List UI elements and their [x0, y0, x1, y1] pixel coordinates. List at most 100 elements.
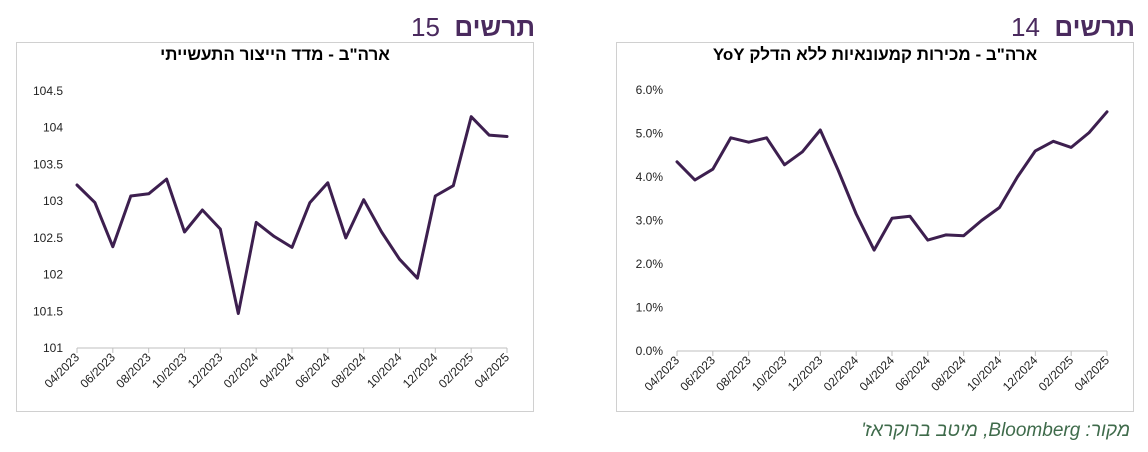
y-tick-label: 103	[43, 194, 63, 208]
data-point	[487, 133, 491, 137]
x-tick-label: 04/2025	[472, 350, 513, 391]
data-point	[93, 201, 97, 204]
data-point	[290, 246, 294, 249]
series-line	[675, 110, 1109, 252]
y-tick-label: 103.5	[33, 157, 63, 171]
data-point	[75, 183, 79, 187]
source-note: מקור: Bloomberg, מיטב ברוקראז'	[861, 420, 1130, 441]
y-tick-label: 1.0%	[636, 301, 664, 315]
y-tick-label: 3.0%	[636, 214, 664, 228]
data-point	[1069, 146, 1073, 149]
series-line	[75, 115, 509, 315]
data-point	[469, 115, 473, 118]
x-tick-label: 06/2023	[677, 353, 718, 394]
y-tick-label: 0.0%	[636, 344, 664, 358]
x-tick-label: 02/2025	[1036, 353, 1077, 394]
x-tick-label: 10/2023	[749, 353, 790, 394]
data-point	[1052, 140, 1055, 143]
data-point	[111, 245, 115, 248]
x-tick-label: 10/2024	[964, 353, 1005, 394]
x-tick-label: 04/2024	[857, 353, 898, 394]
x-tick-label: 10/2023	[149, 350, 190, 391]
data-point	[505, 135, 509, 138]
figure-15-number: 15	[410, 12, 440, 42]
line-chart-retail-sales: 0.0%1.0%2.0%3.0%4.0%5.0%6.0%04/202306/20…	[636, 83, 1113, 394]
data-point	[801, 150, 804, 153]
data-point	[308, 201, 312, 204]
data-point	[837, 169, 840, 172]
data-point	[201, 208, 204, 212]
data-point	[219, 227, 222, 231]
data-point	[944, 233, 947, 237]
x-tick-label: 12/2024	[400, 350, 441, 391]
data-point	[326, 181, 330, 184]
data-point	[344, 236, 347, 240]
data-point	[854, 212, 858, 216]
y-tick-label: 102.5	[33, 231, 63, 245]
data-point	[1016, 175, 1019, 179]
data-point	[129, 194, 132, 198]
data-point	[272, 235, 276, 238]
data-point	[693, 178, 697, 182]
data-point	[1034, 149, 1037, 153]
figure-15-heading: תרשים 15	[405, 12, 535, 42]
x-tick-label: 04/2023	[642, 353, 683, 394]
y-tick-label: 101.5	[33, 304, 63, 318]
data-point	[362, 198, 365, 201]
figure-15-word: תרשים	[454, 12, 535, 42]
data-point	[237, 312, 240, 315]
data-point	[980, 219, 983, 222]
figure-14-number: 14	[1010, 12, 1040, 42]
data-point	[783, 163, 786, 167]
y-tick-label: 104.5	[33, 84, 63, 98]
data-point	[398, 257, 401, 261]
data-point	[872, 248, 876, 252]
x-tick-label: 02/2024	[221, 350, 262, 391]
chart-panel-retail-sales: ארה"ב - מכירות קמעונאיות ללא הדלק YoY 0.…	[616, 42, 1134, 412]
x-tick-label: 04/2025	[1072, 353, 1113, 394]
x-tick-label: 08/2024	[928, 353, 969, 394]
figure-14-word: תרשים	[1054, 12, 1135, 42]
data-point	[908, 214, 912, 218]
x-tick-label: 06/2023	[77, 350, 118, 391]
figure-14-heading: תרשים 14	[1005, 12, 1135, 42]
chart-panel-industrial-production: ארה"ב - מדד הייצור התעשייתי 101 101.5 102 1…	[16, 42, 534, 412]
y-tick-label: 102	[43, 268, 63, 282]
x-tick-label: 02/2025	[436, 350, 477, 391]
x-tick-label: 02/2024	[821, 353, 862, 394]
data-point	[380, 230, 383, 234]
data-point	[962, 234, 965, 237]
line-chart-industrial-production: 101101.5102102.5103103.5104104.504/20230…	[33, 84, 513, 391]
data-point	[729, 136, 732, 140]
data-point	[147, 192, 150, 195]
x-tick-label: 08/2023	[713, 353, 754, 394]
data-point	[183, 230, 186, 234]
data-point	[765, 136, 768, 140]
x-tick-label: 06/2024	[292, 350, 333, 391]
data-point	[926, 238, 930, 242]
data-point	[675, 160, 679, 163]
y-tick-label: 2.0%	[636, 257, 664, 271]
x-tick-label: 04/2024	[257, 350, 298, 391]
data-point	[819, 128, 822, 132]
data-point	[254, 221, 258, 224]
x-tick-label: 06/2024	[892, 353, 933, 394]
y-tick-label: 4.0%	[636, 170, 664, 184]
x-tick-label: 12/2023	[785, 353, 826, 394]
data-point	[452, 184, 455, 187]
data-point	[1087, 131, 1091, 134]
x-tick-label: 08/2023	[113, 350, 154, 391]
chart-title: ארה"ב - מדד הייצור התעשייתי	[160, 45, 390, 64]
x-tick-label: 12/2023	[185, 350, 226, 391]
data-point	[998, 206, 1001, 209]
data-point	[747, 141, 750, 144]
y-tick-label: 6.0%	[636, 83, 664, 97]
x-tick-label: 10/2024	[364, 350, 405, 391]
x-tick-label: 04/2023	[42, 350, 83, 391]
y-tick-label: 104	[43, 121, 63, 135]
data-point	[890, 217, 894, 220]
data-point	[434, 194, 437, 198]
data-point	[165, 177, 168, 181]
data-point	[1105, 110, 1109, 113]
y-tick-label: 101	[43, 341, 63, 355]
